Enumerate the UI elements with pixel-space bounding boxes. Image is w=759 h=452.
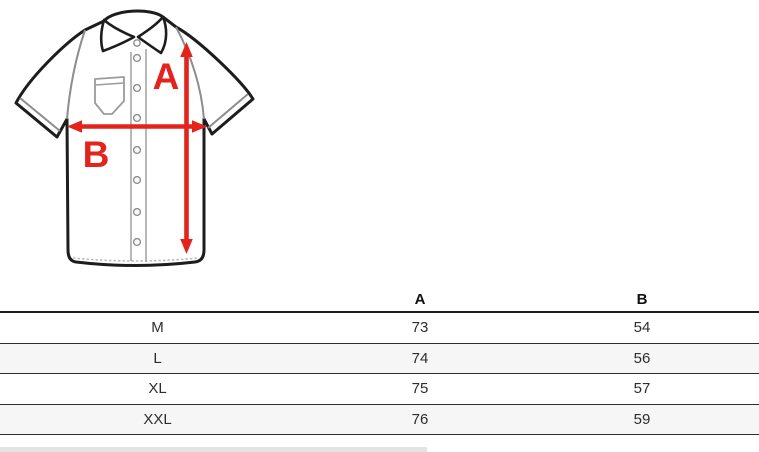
shirt-outline xyxy=(14,9,255,267)
collar-right-wing xyxy=(136,15,168,55)
value-b: 54 xyxy=(525,312,759,344)
pocket-hem-line xyxy=(94,82,125,86)
measurement-arrow-b xyxy=(67,120,207,133)
table-row-xl: XL 75 57 xyxy=(0,373,759,405)
size-label: XXL xyxy=(0,404,315,435)
measurement-label-a: A xyxy=(153,56,180,97)
value-a: 74 xyxy=(315,343,525,374)
arrow-head-left-icon xyxy=(67,120,82,133)
size-label: L xyxy=(0,343,315,374)
shirt-button xyxy=(132,53,142,63)
shirt-button xyxy=(132,145,142,155)
chest-pocket xyxy=(94,76,125,115)
right-cuff-line xyxy=(207,93,249,129)
value-a: 76 xyxy=(315,404,525,435)
size-column-header xyxy=(0,288,315,313)
left-cuff-line xyxy=(19,97,61,132)
shirt-button xyxy=(132,175,142,185)
left-sleeve-seam xyxy=(66,29,86,120)
column-header-b: B xyxy=(525,288,759,313)
shirt-measurement-diagram: A B xyxy=(14,9,255,267)
button-row xyxy=(132,39,142,247)
value-a: 73 xyxy=(315,312,525,344)
value-b: 56 xyxy=(525,343,759,374)
table-row-m: M 73 54 xyxy=(0,312,759,344)
collar-left-wing xyxy=(99,18,136,53)
shirt-button xyxy=(132,113,142,123)
shirt-button xyxy=(132,207,142,217)
column-header-a: A xyxy=(315,288,525,313)
value-b: 59 xyxy=(525,404,759,435)
table-row-l: L 74 56 xyxy=(0,343,759,374)
shirt-button xyxy=(132,83,142,93)
size-label: XL xyxy=(0,373,315,405)
arrow-head-up-icon xyxy=(180,42,193,57)
value-b: 57 xyxy=(525,373,759,405)
measurement-arrow-a xyxy=(180,42,193,254)
size-table: A B M 73 54 L 74 56 XL 75 57 XXL 76 xyxy=(0,288,759,435)
size-label: M xyxy=(0,312,315,344)
size-table-header-row: A B xyxy=(0,288,759,313)
shirt-button xyxy=(132,237,142,247)
table-row-xxl: XXL 76 59 xyxy=(0,404,759,435)
measurement-label-b: B xyxy=(83,134,110,175)
hem-stitch-line xyxy=(72,257,199,262)
collar-button xyxy=(133,39,141,47)
right-sleeve-seam xyxy=(175,26,205,120)
arrow-head-right-icon xyxy=(192,120,207,133)
arrow-head-down-icon xyxy=(180,239,193,254)
bottom-edge-strip xyxy=(0,447,427,452)
value-a: 75 xyxy=(315,373,525,405)
